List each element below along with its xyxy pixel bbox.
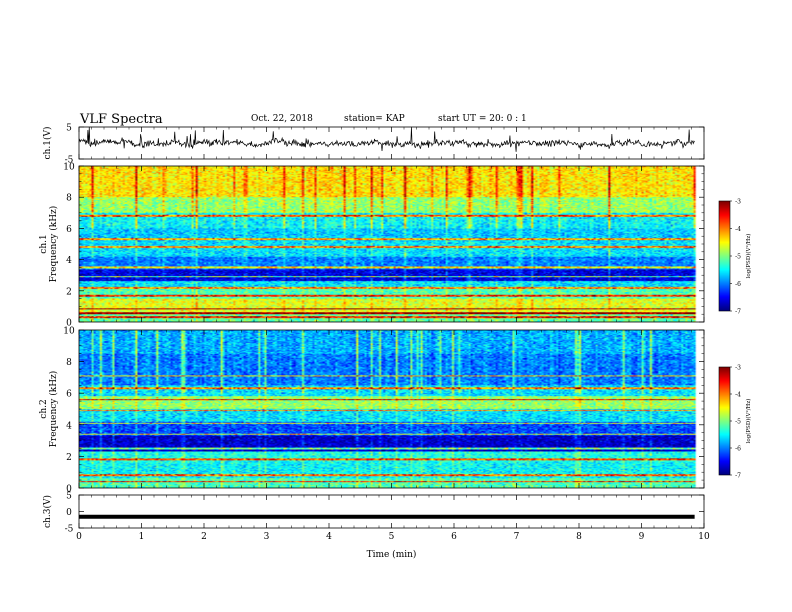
ch2-spectrogram-y-tick-label: 4 (66, 421, 72, 431)
ch1-spectrogram-y-label: Frequency (kHz) (48, 206, 59, 283)
colorbar-tick-label: -4 (735, 392, 741, 399)
ch2-spectrogram-y-tick-label: 0 (66, 485, 72, 495)
ch1-spectrogram-image (79, 166, 704, 322)
ch1-spectrogram-y-tick-label: 6 (66, 225, 72, 235)
colorbar-2: -3 -4 -5 -6 -7 log(PSD)(V²/Hz) (718, 365, 752, 480)
colorbar-label: log(PSD)(V²/Hz) (745, 399, 752, 444)
x-tick-label: 6 (451, 532, 457, 542)
ch2-spectrogram-y-tick-label: 10 (63, 327, 75, 337)
colorbar-tick-label: -3 (735, 199, 741, 206)
colorbar-2-gradient (719, 367, 730, 475)
ch1-waveform-y-label: ch.1(V) (42, 127, 53, 160)
ch3-waveform-y-tick-label: -5 (65, 525, 74, 535)
ch3-waveform-y-label: ch.3(V) (42, 495, 53, 528)
ch1-waveform-y-tick-label: 5 (66, 124, 72, 134)
ch1-waveform-trace (78, 126, 695, 152)
colorbar-tick-label: -6 (735, 446, 741, 453)
ch2-spectrogram-y-tick-label: 8 (66, 358, 72, 368)
colorbar-label: log(PSD)(V²/Hz) (745, 234, 752, 279)
ch2-spectrogram-image (79, 330, 704, 488)
x-tick-label: 0 (76, 532, 82, 542)
ch1-spectrogram-y-tick-label: 8 (66, 194, 72, 204)
colorbar-tick-label: -6 (735, 281, 741, 288)
ch2-spectrogram-y-tick-label: 6 (66, 390, 72, 400)
ch1-waveform-y-tick-label: -5 (65, 156, 74, 166)
colorbar-tick-label: -4 (735, 226, 741, 233)
x-axis-label: Time (min) (367, 549, 417, 560)
ch2-spectrogram-y-tick-label: 2 (66, 453, 72, 463)
start-time-label: start UT = 20: 0 : 1 (438, 114, 527, 124)
x-tick-label: 4 (326, 532, 332, 542)
ch1-waveform-x-ticks (78, 127, 705, 159)
colorbar-1: -3 -4 -5 -6 -7 log(PSD)(V²/Hz) (718, 199, 752, 316)
colorbar-tick-label: -5 (735, 254, 741, 261)
date-label: Oct. 22, 2018 (251, 114, 313, 124)
ch3-waveform-y-tick-label: 0 (66, 508, 72, 518)
ch1-spectrogram-y-tick-label: 2 (66, 287, 72, 297)
colorbar-tick-label: -7 (735, 309, 741, 316)
colorbar-1-gradient (719, 201, 730, 311)
x-tick-label: 10 (698, 532, 710, 542)
ch3-waveform-y-tick-label: 5 (66, 492, 72, 502)
ch2-spectrogram-x-ticks (78, 330, 705, 488)
ch1-spectrogram-y-label: ch.1 (39, 234, 49, 253)
x-tick-label: 2 (201, 532, 207, 542)
ch1-spectrogram-y-tick-label: 10 (63, 163, 75, 173)
x-tick-label: 8 (576, 532, 582, 542)
station-label: station= KAP (344, 114, 405, 124)
x-tick-label: 1 (139, 532, 145, 542)
x-tick-label: 9 (639, 532, 645, 542)
x-tick-label: 3 (264, 532, 270, 542)
colorbar-tick-label: -5 (735, 419, 741, 426)
colorbar-tick-label: -3 (735, 365, 741, 372)
x-tick-label: 5 (389, 532, 395, 542)
ch3-waveform-x-ticks (78, 495, 705, 528)
ch1-spectrogram-y-tick-label: 4 (66, 256, 72, 266)
colorbar-tick-label: -7 (735, 473, 741, 480)
ch2-spectrogram-y-label: Frequency (kHz) (48, 371, 59, 448)
figure-title: VLF Spectra (80, 112, 163, 127)
ch2-spectrogram-y-label: ch.2 (39, 399, 49, 418)
ch1-spectrogram-y-tick-label: 0 (66, 319, 72, 329)
x-tick-label: 7 (514, 532, 520, 542)
ch1-spectrogram-x-ticks (78, 166, 705, 322)
